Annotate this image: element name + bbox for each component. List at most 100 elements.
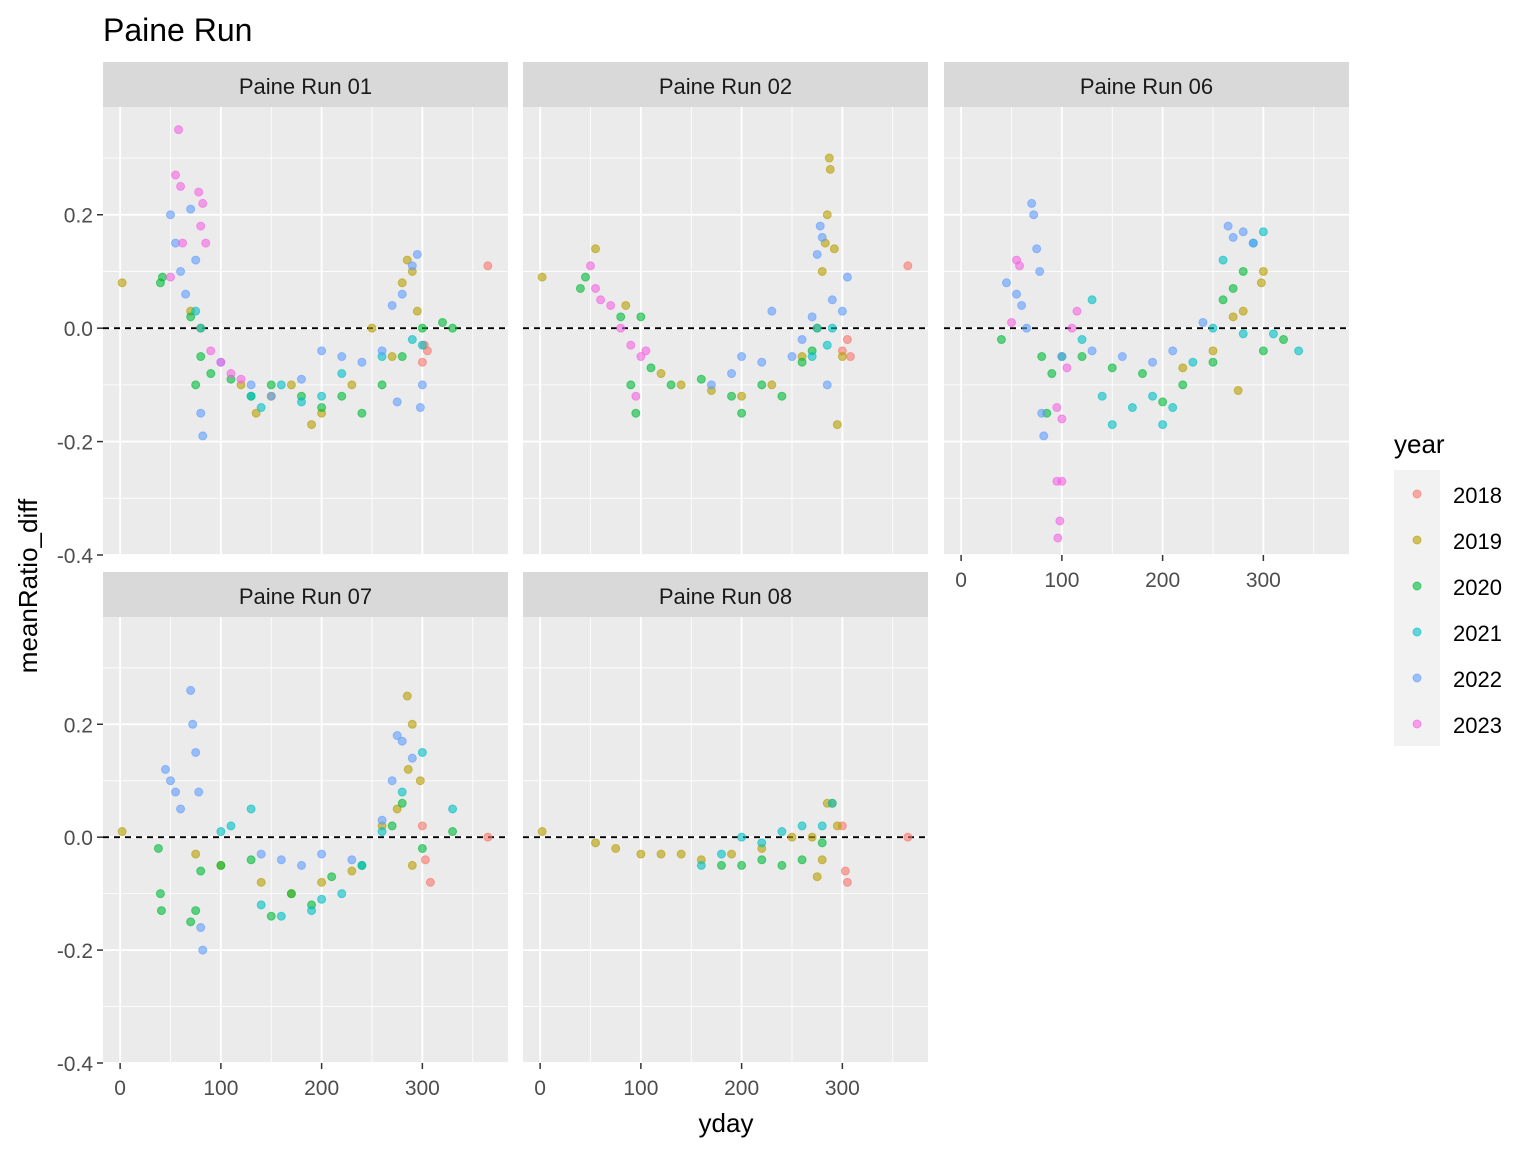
data-point-2020 bbox=[631, 408, 641, 418]
data-point-2021 bbox=[417, 747, 427, 757]
data-point-2019 bbox=[817, 266, 827, 276]
facet-strip-label: Paine Run 02 bbox=[659, 74, 792, 99]
data-point-2022 bbox=[181, 289, 191, 299]
data-point-2020 bbox=[817, 838, 827, 848]
data-point-2022 bbox=[706, 380, 716, 390]
data-point-2018 bbox=[903, 832, 913, 842]
data-point-2019 bbox=[787, 832, 797, 842]
data-point-2020 bbox=[1137, 369, 1147, 379]
facet-panel: Paine Run 06 0 100 200 300 bbox=[944, 62, 1349, 592]
data-point-2020 bbox=[1228, 283, 1238, 293]
data-point-2023 bbox=[641, 346, 651, 356]
data-point-2020 bbox=[155, 889, 165, 899]
data-point-2018 bbox=[422, 346, 432, 356]
legend-key-2018 bbox=[1412, 489, 1422, 499]
facet-strip-label: Paine Run 06 bbox=[1080, 74, 1213, 99]
legend-key-2022 bbox=[1412, 673, 1422, 683]
facet-strip-label: Paine Run 08 bbox=[659, 584, 792, 609]
data-point-2019 bbox=[656, 369, 666, 379]
facet-strip-label: Paine Run 01 bbox=[239, 74, 372, 99]
data-point-2020 bbox=[1279, 335, 1289, 345]
data-point-2019 bbox=[676, 380, 686, 390]
data-point-2020 bbox=[448, 323, 458, 333]
data-point-2019 bbox=[286, 380, 296, 390]
data-point-2019 bbox=[812, 872, 822, 882]
panel-background bbox=[523, 617, 928, 1063]
data-point-2020 bbox=[757, 380, 767, 390]
x-axis-label: yday bbox=[699, 1108, 754, 1138]
legend-label-2022: 2022 bbox=[1453, 667, 1502, 692]
data-point-2022 bbox=[1035, 266, 1045, 276]
data-point-2021 bbox=[417, 340, 427, 350]
data-point-2018 bbox=[417, 357, 427, 367]
data-point-2022 bbox=[1027, 198, 1037, 208]
legend-label-2023: 2023 bbox=[1453, 713, 1502, 738]
data-point-2022 bbox=[412, 249, 422, 259]
x-tick-label: 0 bbox=[955, 569, 967, 592]
data-point-2022 bbox=[827, 295, 837, 305]
data-point-2020 bbox=[186, 312, 196, 322]
data-point-2023 bbox=[616, 323, 626, 333]
data-point-2020 bbox=[646, 363, 656, 373]
data-point-2020 bbox=[317, 403, 327, 413]
data-point-2022 bbox=[787, 352, 797, 362]
data-point-2020 bbox=[757, 855, 767, 865]
data-point-2020 bbox=[1047, 369, 1057, 379]
data-point-2020 bbox=[377, 380, 387, 390]
data-point-2023 bbox=[194, 187, 204, 197]
data-point-2022 bbox=[377, 346, 387, 356]
data-point-2021 bbox=[827, 323, 837, 333]
data-point-2020 bbox=[397, 798, 407, 808]
data-point-2022 bbox=[842, 272, 852, 282]
data-point-2019 bbox=[367, 323, 377, 333]
data-point-2023 bbox=[201, 238, 211, 248]
data-point-2022 bbox=[1223, 221, 1233, 231]
y-tick-label: -0.2 bbox=[57, 940, 93, 963]
x-tick-label: 300 bbox=[825, 1077, 860, 1100]
data-point-2021 bbox=[317, 391, 327, 401]
legend-key-2020 bbox=[1412, 581, 1422, 591]
y-tick-label: -0.4 bbox=[57, 545, 94, 568]
data-point-2020 bbox=[337, 391, 347, 401]
data-point-2020 bbox=[196, 866, 206, 876]
data-point-2021 bbox=[377, 827, 387, 837]
facet-strip bbox=[944, 62, 1349, 107]
x-tick-label: 0 bbox=[534, 1077, 546, 1100]
data-point-2022 bbox=[407, 753, 417, 763]
data-point-2022 bbox=[797, 335, 807, 345]
data-point-2018 bbox=[903, 261, 913, 271]
facet-strip bbox=[523, 62, 928, 107]
y-tick-label: -0.4 bbox=[57, 1053, 94, 1076]
x-tick-label: 300 bbox=[405, 1077, 440, 1100]
data-point-2020 bbox=[1238, 266, 1248, 276]
data-point-2022 bbox=[1238, 227, 1248, 237]
data-point-2020 bbox=[737, 860, 747, 870]
data-point-2021 bbox=[216, 827, 226, 837]
data-point-2021 bbox=[1258, 227, 1268, 237]
legend-label-2018: 2018 bbox=[1453, 483, 1502, 508]
data-point-2019 bbox=[117, 278, 127, 288]
data-point-2021 bbox=[822, 340, 832, 350]
data-point-2022 bbox=[1012, 289, 1022, 299]
data-point-2022 bbox=[296, 374, 306, 384]
x-tick-label: 200 bbox=[724, 1077, 759, 1100]
data-point-2020 bbox=[575, 283, 585, 293]
data-point-2022 bbox=[196, 923, 206, 933]
data-point-2022 bbox=[186, 685, 196, 695]
data-point-2023 bbox=[206, 346, 216, 356]
data-point-2022 bbox=[812, 249, 822, 259]
data-point-2023 bbox=[626, 340, 636, 350]
data-point-2020 bbox=[580, 272, 590, 282]
data-point-2021 bbox=[1238, 329, 1248, 339]
data-point-2022 bbox=[1057, 352, 1067, 362]
data-point-2020 bbox=[797, 357, 807, 367]
data-point-2023 bbox=[178, 238, 188, 248]
data-point-2023 bbox=[176, 181, 186, 191]
data-point-2022 bbox=[1022, 323, 1032, 333]
data-point-2021 bbox=[337, 369, 347, 379]
data-point-2022 bbox=[1148, 357, 1158, 367]
data-point-2022 bbox=[296, 860, 306, 870]
data-point-2019 bbox=[317, 877, 327, 887]
data-point-2019 bbox=[611, 843, 621, 853]
data-point-2022 bbox=[1198, 317, 1208, 327]
